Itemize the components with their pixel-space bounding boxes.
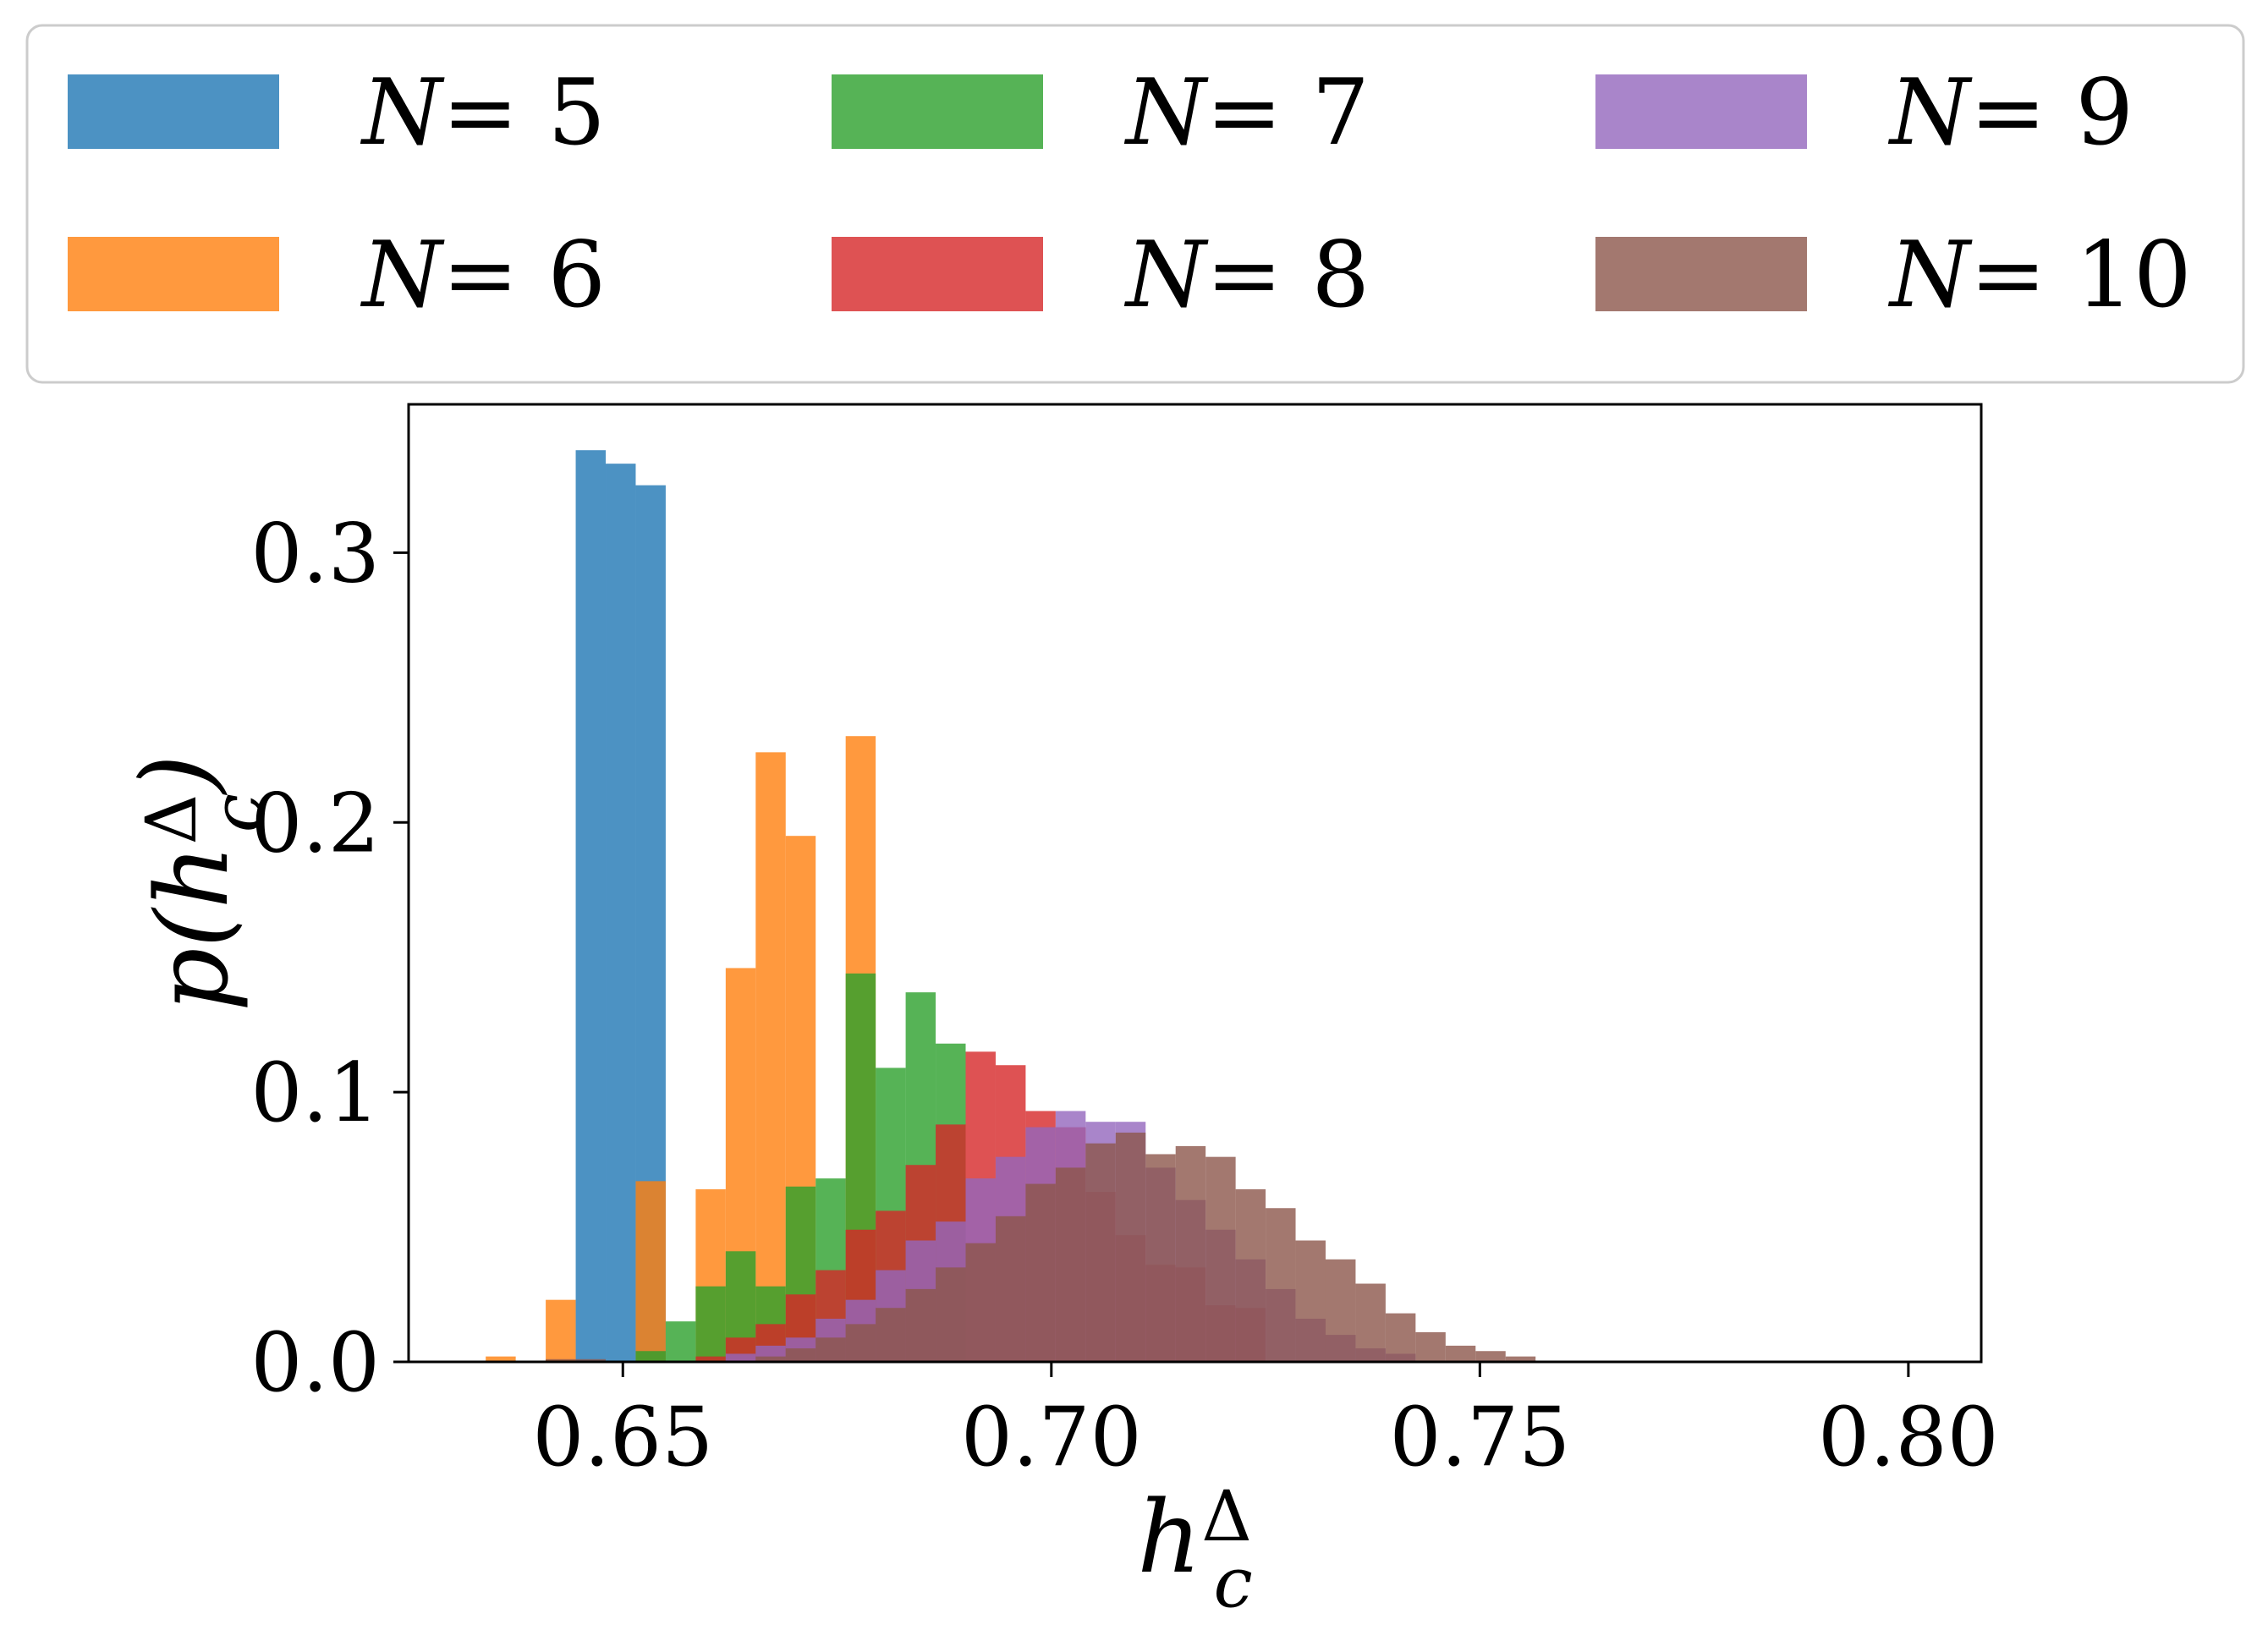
x-tick-label: 0.70 [961,1390,1142,1485]
histogram-bar [995,1216,1026,1362]
histogram-bar [1445,1345,1476,1362]
histogram-bar [575,450,607,1362]
histogram-bar [546,1299,576,1362]
histogram-bar [635,1181,666,1362]
x-tick-label: 0.80 [1818,1390,1999,1485]
histogram-bar [1266,1208,1296,1362]
histogram-bar [876,1308,906,1362]
histogram-bar [1115,1132,1146,1362]
x-tick-label: 0.75 [1389,1390,1570,1485]
legend-swatch [832,237,1043,311]
y-tick-label: 0.3 [250,506,380,601]
histogram-bar [1235,1188,1266,1362]
x-tick-label: 0.65 [532,1390,713,1485]
legend-label: N= 10 [1887,222,2192,328]
histogram-bar [1415,1331,1446,1362]
histogram-bar [815,1337,846,1362]
legend-swatch [832,74,1043,149]
histogram-bar [845,1324,876,1362]
x-axis-label: hΔ c [1137,1476,1252,1623]
histogram-bar [1085,1143,1116,1362]
legend-label: N= 7 [1123,60,1370,166]
axes-frame [407,403,1983,1364]
y-tick-label: 0.2 [250,776,380,870]
legend: N= 5 N= 6 N= 7 N= 8 N= 9 N= 10 [25,24,2245,384]
plot-area: 0.65 0.70 0.75 0.80 0.0 0.1 0.2 0.3 [250,403,1999,1485]
legend-label: N= 9 [1887,60,2133,166]
histogram-bar [1505,1356,1536,1362]
histogram-bar [965,1243,996,1362]
legend-label: N= 5 [360,60,606,166]
legend-swatch [1595,237,1807,311]
histogram-bar [486,1356,516,1362]
histogram-bar [755,752,786,1362]
histogram-bar [665,1321,696,1362]
legend-swatch [1595,74,1807,149]
histogram-bar [905,1288,936,1362]
histogram-bar [755,1356,786,1362]
y-tick-label: 0.1 [250,1046,380,1140]
y-axis-label: p(hΔc) [118,755,278,1012]
histogram-bar [1055,1167,1086,1362]
histogram-bar [695,1356,726,1362]
histogram-bar [635,1351,666,1362]
histogram-bar [936,1267,966,1362]
histogram-bar [1325,1259,1356,1362]
histogram-bar [725,1353,756,1362]
histogram-bar [1385,1313,1416,1362]
histogram-bar [1475,1351,1506,1362]
histogram-bar [1025,1183,1056,1362]
legend-swatch [68,74,279,149]
histogram-bar [1175,1145,1206,1362]
legend-label: N= 6 [360,222,606,328]
y-tick-label: 0.0 [250,1315,380,1410]
histogram-bar [695,1286,726,1362]
histogram-bar [1205,1156,1236,1362]
histogram-bar [785,1348,816,1362]
histogram-bar [1145,1154,1176,1362]
legend-swatch [68,237,279,311]
histogram-bar [575,1358,607,1362]
legend-label: N= 8 [1123,222,1370,328]
histogram-bar [1355,1283,1386,1362]
histogram-bar [606,464,636,1362]
histogram-bar [1295,1240,1326,1362]
histogram-bar [546,1358,576,1362]
series-5 [546,1132,1536,1362]
